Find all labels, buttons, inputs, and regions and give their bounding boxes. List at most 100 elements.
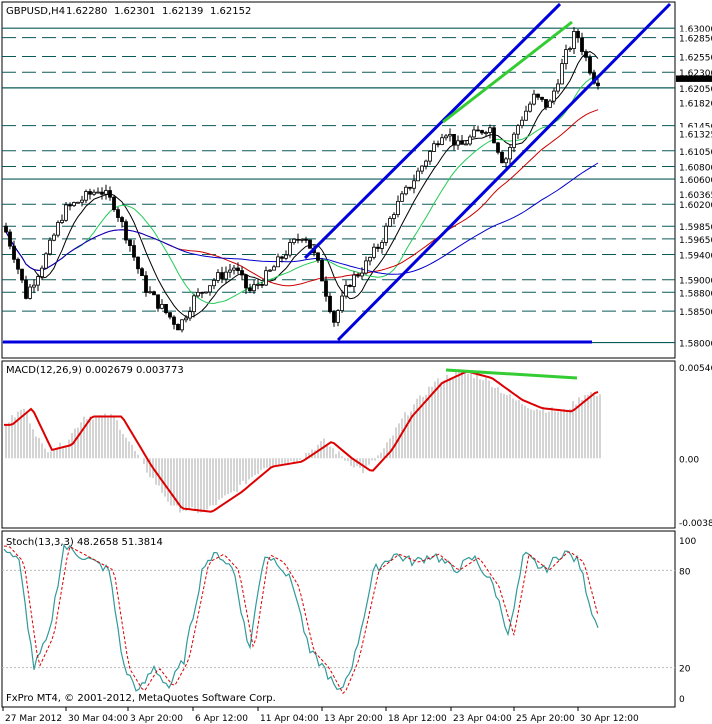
price-tick-bg xyxy=(676,119,712,132)
candle-body xyxy=(16,258,20,270)
candle-body xyxy=(48,239,52,255)
candle-body xyxy=(432,143,436,152)
candle-body xyxy=(88,191,92,195)
candle-body xyxy=(260,284,264,286)
stoch-title: Stoch(13,3,3) 48.2658 51.3814 xyxy=(6,537,163,548)
price-tick-label: 1.59650 xyxy=(679,236,712,246)
candle-body xyxy=(272,266,276,271)
candle-body xyxy=(456,140,460,146)
candle-body xyxy=(480,130,484,134)
candle-body xyxy=(388,218,392,227)
candle-body xyxy=(416,170,420,182)
candle-body xyxy=(140,268,144,277)
candle-body xyxy=(56,222,60,236)
price-tick-bg xyxy=(676,232,712,245)
candle-body xyxy=(68,204,72,207)
candle-body xyxy=(156,294,160,309)
candle-body xyxy=(104,190,108,195)
price-tick-label: 1.59000 xyxy=(679,277,712,287)
moving-average-line xyxy=(5,51,599,318)
candle-body xyxy=(512,133,516,148)
candle-body xyxy=(212,279,216,287)
candle-body xyxy=(304,238,308,241)
candle-body xyxy=(136,256,140,270)
price-tick-label: 1.59400 xyxy=(679,252,712,262)
candle-body xyxy=(160,303,164,309)
candle-body xyxy=(472,129,476,138)
candle-body xyxy=(116,209,120,218)
price-tick-bg xyxy=(676,160,712,173)
price-tick-bg xyxy=(676,127,712,140)
candle-body xyxy=(368,256,372,262)
price-tick-bg xyxy=(676,144,712,157)
price-tick-label: 1.60365 xyxy=(679,191,712,201)
price-tick-bg xyxy=(676,305,712,318)
candle-body xyxy=(548,100,552,108)
time-axis-label: 18 Apr 12:00 xyxy=(388,714,447,724)
price-tick-label: 1.60600 xyxy=(679,176,712,186)
price-tick-label: 1.62850 xyxy=(679,35,712,45)
candle-body xyxy=(384,225,388,243)
candle-body xyxy=(428,151,432,162)
candle-body xyxy=(296,238,300,241)
candle-body xyxy=(492,127,496,144)
candle-body xyxy=(516,125,520,135)
macd-divergence-line xyxy=(445,368,578,380)
price-tick-label: 1.59850 xyxy=(679,223,712,233)
price-tick-bg xyxy=(676,286,712,299)
candle-body xyxy=(400,193,404,202)
price-tick-bg xyxy=(676,336,712,349)
time-axis-label: 13 Apr 20:00 xyxy=(324,714,383,724)
candle-body xyxy=(224,271,228,280)
candle-body xyxy=(200,291,204,294)
price-tick-label: 1.63000 xyxy=(679,25,712,35)
candle-body xyxy=(376,246,380,249)
candle-body xyxy=(540,96,544,100)
time-axis-label: 23 Apr 04:00 xyxy=(453,714,512,724)
price-title: GBPUSD,H4 xyxy=(6,6,65,17)
candle-body xyxy=(264,270,268,286)
price-tick-label: 1.62550 xyxy=(679,53,712,63)
price-tick-bg xyxy=(676,81,712,94)
candle-body xyxy=(412,180,416,189)
time-axis-label: 30 Apr 12:00 xyxy=(580,714,639,724)
candle-body xyxy=(460,140,464,145)
candle-body xyxy=(576,31,580,39)
candle-body xyxy=(112,196,116,211)
macd-tick-label: -0.00381 xyxy=(679,519,712,529)
candle-body xyxy=(168,312,172,318)
candle-body xyxy=(80,199,84,203)
time-axis-label: 6 Apr 12:00 xyxy=(195,714,248,724)
time-axis-label: 25 Apr 20:00 xyxy=(516,714,575,724)
candle-body xyxy=(500,151,504,164)
candle-body xyxy=(344,284,348,297)
stoch-tick-label: 80 xyxy=(679,567,691,577)
channel-line xyxy=(303,2,562,260)
time-axis-label: 30 Mar 04:00 xyxy=(68,714,128,724)
candle-body xyxy=(216,272,220,281)
candle-body xyxy=(424,160,428,167)
candle-body xyxy=(292,238,296,243)
price-tick-bg xyxy=(676,248,712,261)
candle-body xyxy=(340,295,344,311)
candle-body xyxy=(300,238,304,241)
time-axis-label: 27 Mar 2012 xyxy=(5,714,62,724)
candle-body xyxy=(532,93,536,105)
candle-body xyxy=(72,202,76,206)
price-tick-label: 1.61050 xyxy=(679,148,712,158)
candle-body xyxy=(524,110,528,121)
candle-body xyxy=(348,284,352,287)
macd-tick-label: 0.00546 xyxy=(679,364,712,374)
candle-body xyxy=(172,316,176,325)
price-tick-label: 1.61820 xyxy=(679,99,712,109)
candle-body xyxy=(536,93,540,98)
candle-body xyxy=(444,135,448,139)
candle-body xyxy=(108,190,112,198)
price-panel xyxy=(1,1,676,359)
price-tick-bg xyxy=(676,50,712,63)
candle-body xyxy=(76,201,80,204)
macd-signal-line xyxy=(4,370,599,513)
candle-body xyxy=(120,217,124,223)
candle-body xyxy=(564,49,568,65)
candle-body xyxy=(84,191,88,201)
